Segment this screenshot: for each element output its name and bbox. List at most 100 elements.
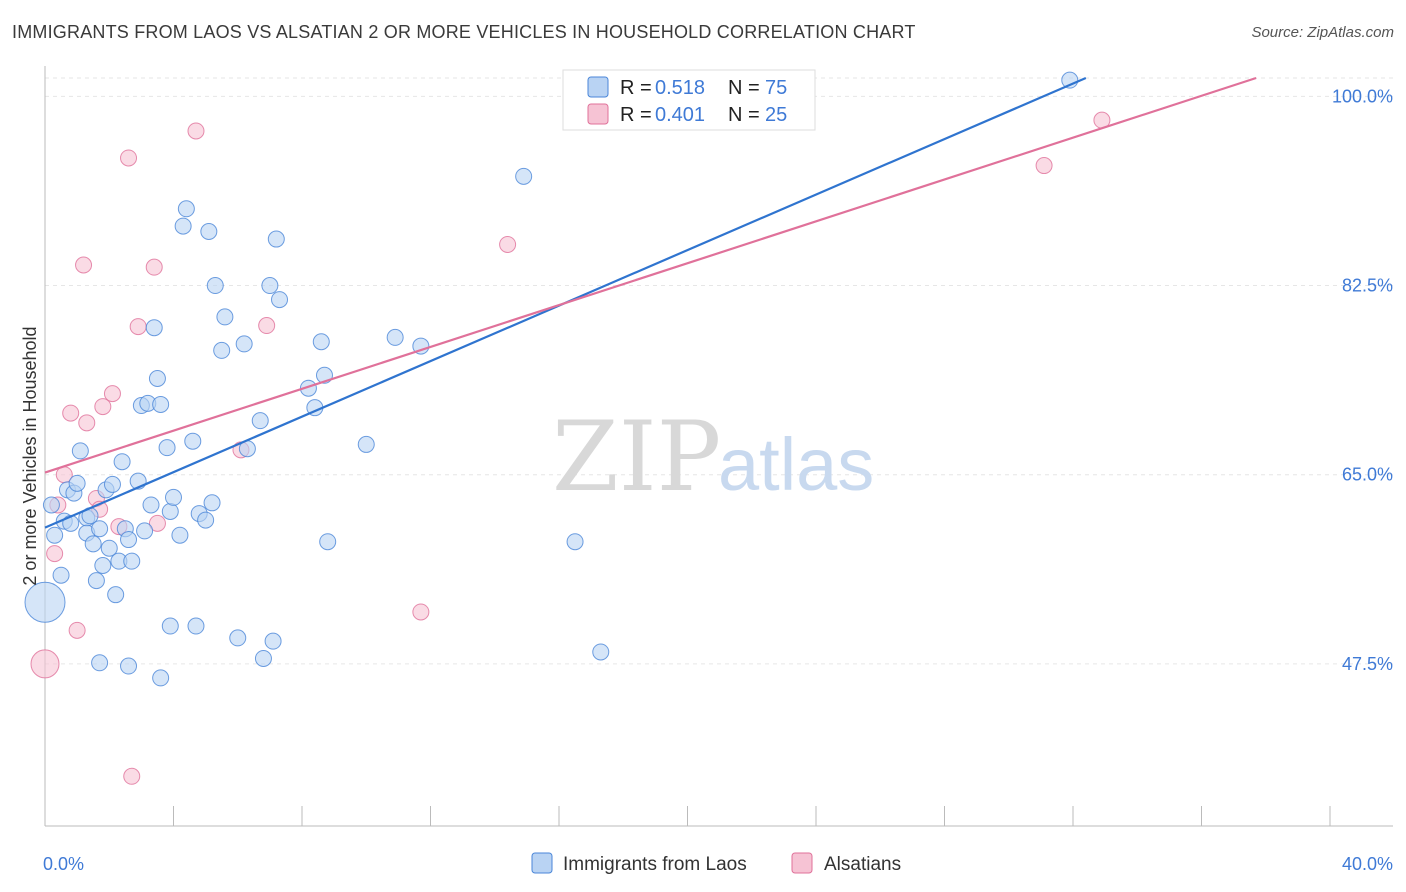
laos-point — [123, 552, 141, 570]
laos-point — [566, 533, 584, 551]
series-alsatians-points — [30, 111, 1111, 785]
alsatians-point — [187, 122, 205, 140]
legend-swatch-alsatians — [587, 103, 609, 125]
legend-n-label-laos: N = — [728, 77, 760, 99]
laos-point — [145, 319, 163, 337]
legend-n-value-laos: 75 — [765, 77, 787, 99]
source-credit: Source: ZipAtlas.com — [1251, 24, 1394, 41]
y-tick-label: 47.5% — [1342, 654, 1393, 674]
laos-point — [261, 277, 279, 295]
laos-point — [52, 566, 70, 584]
laos-point — [161, 502, 179, 520]
laos-point — [142, 496, 160, 514]
alsatians-point — [120, 149, 138, 167]
bottom-legend-label-laos: Immigrants from Laos — [563, 854, 747, 875]
watermark-atlas: atlas — [718, 423, 874, 506]
alsatians-point — [1035, 157, 1053, 175]
alsatians-point — [94, 398, 112, 416]
laos-point — [136, 522, 154, 540]
alsatians-point — [46, 545, 64, 563]
laos-point — [203, 494, 221, 512]
laos-point — [91, 520, 109, 538]
alsatians-point — [145, 258, 163, 276]
laos-point — [357, 435, 375, 453]
alsatians-trend-line — [44, 76, 1257, 474]
alsatians-point — [148, 514, 166, 532]
alsatians-point — [103, 385, 121, 403]
alsatians-point — [75, 256, 93, 274]
axes — [44, 66, 1393, 827]
x-tick-label: 0.0% — [43, 854, 84, 874]
alsatians-point — [62, 404, 80, 422]
laos-point — [165, 488, 182, 506]
laos-point — [120, 657, 138, 675]
laos-point — [177, 200, 195, 218]
laos-point — [107, 586, 125, 604]
chart-title: IMMIGRANTS FROM LAOS VS ALSATIAN 2 OR MO… — [12, 22, 916, 42]
laos-point — [161, 617, 179, 635]
laos-point — [592, 643, 610, 661]
legend-r-value-alsatians: 0.401 — [655, 104, 705, 126]
laos-point — [171, 526, 189, 544]
laos-point — [267, 230, 285, 248]
laos-point — [271, 291, 289, 309]
series-laos-points — [24, 71, 1079, 687]
alsatians-point — [78, 414, 96, 432]
bottom-legend-swatch-alsatians — [791, 852, 813, 874]
tick-labels: 47.5% 65.0% 82.5% 100.0% 0.0% 40.0% — [43, 86, 1393, 874]
y-tick-label: 100.0% — [1332, 86, 1393, 106]
alsatians-point — [412, 603, 430, 621]
laos-point — [319, 533, 337, 551]
laos-point — [515, 167, 533, 185]
trend-lines — [44, 76, 1257, 529]
laos-point — [46, 526, 64, 544]
bottom-legend-swatch-laos — [531, 852, 553, 874]
laos-point — [68, 474, 86, 492]
laos-point — [87, 572, 105, 590]
laos-point — [197, 511, 215, 529]
laos-point — [84, 535, 102, 553]
laos-point — [71, 442, 89, 460]
laos-point — [235, 335, 253, 353]
legend-n-label-alsatians: N = — [728, 104, 760, 126]
laos-point — [213, 341, 231, 359]
legend-r-value-laos: 0.518 — [655, 77, 705, 99]
laos-point — [152, 669, 170, 687]
alsatians-point — [123, 767, 141, 785]
laos-point — [91, 654, 109, 672]
laos-point — [94, 556, 112, 574]
laos-point — [254, 649, 272, 667]
alsatians-point — [129, 318, 147, 336]
legend-r-label-laos: R = — [620, 77, 652, 99]
laos-point — [312, 333, 330, 351]
gridlines — [45, 77, 1393, 665]
watermark: ZIP atlas — [552, 401, 874, 513]
laos-point — [158, 439, 176, 457]
laos-point — [113, 453, 131, 471]
laos-point — [184, 432, 202, 450]
laos-point — [120, 531, 138, 549]
laos-point — [174, 217, 192, 235]
laos-point — [386, 328, 404, 346]
y-axis-label: 2 or more Vehicles in Household — [20, 326, 40, 585]
laos-point — [42, 496, 60, 514]
alsatians-point — [258, 317, 276, 335]
y-tick-label: 65.0% — [1342, 465, 1393, 485]
alsatians-point — [68, 621, 86, 639]
legend-r-label-alsatians: R = — [620, 104, 652, 126]
laos-point — [200, 222, 218, 240]
x-tick-label: 40.0% — [1342, 854, 1393, 874]
laos-point — [148, 369, 166, 387]
laos-point — [24, 581, 66, 623]
laos-point — [152, 395, 170, 413]
alsatians-point — [499, 235, 517, 253]
laos-point — [206, 277, 224, 295]
laos-point — [216, 308, 234, 326]
y-tick-label: 82.5% — [1342, 276, 1393, 296]
laos-point — [187, 617, 205, 635]
laos-point — [103, 475, 121, 493]
laos-point — [100, 539, 118, 557]
alsatians-point — [30, 649, 60, 679]
bottom-legend-label-alsatians: Alsatians — [824, 854, 901, 875]
legend: R = 0.518 N = 75 R = 0.401 N = 25 — [562, 69, 816, 131]
